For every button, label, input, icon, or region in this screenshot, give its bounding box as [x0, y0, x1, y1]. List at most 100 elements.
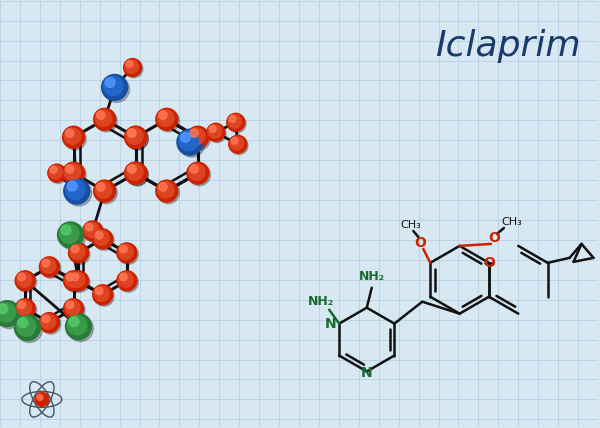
- Circle shape: [159, 111, 167, 119]
- Circle shape: [229, 135, 247, 153]
- Circle shape: [156, 180, 178, 202]
- Circle shape: [209, 125, 216, 132]
- Circle shape: [41, 314, 61, 334]
- Text: N: N: [325, 317, 336, 331]
- Circle shape: [125, 162, 146, 184]
- Circle shape: [48, 164, 66, 182]
- Circle shape: [64, 128, 81, 144]
- Circle shape: [65, 272, 80, 287]
- Circle shape: [35, 392, 49, 406]
- Circle shape: [128, 165, 136, 173]
- Circle shape: [64, 164, 86, 186]
- Circle shape: [228, 115, 246, 133]
- Circle shape: [119, 273, 127, 281]
- Circle shape: [65, 165, 74, 173]
- Circle shape: [66, 180, 85, 199]
- Circle shape: [61, 225, 71, 235]
- Circle shape: [188, 128, 211, 150]
- Circle shape: [119, 245, 127, 253]
- Circle shape: [95, 110, 112, 126]
- Text: NH₂: NH₂: [359, 270, 385, 283]
- Circle shape: [83, 221, 103, 241]
- Circle shape: [128, 129, 136, 137]
- Circle shape: [127, 164, 143, 180]
- Circle shape: [159, 183, 167, 191]
- Circle shape: [94, 180, 116, 202]
- Circle shape: [230, 137, 244, 150]
- Circle shape: [188, 164, 211, 186]
- Circle shape: [125, 162, 146, 184]
- Text: O: O: [415, 236, 426, 250]
- Circle shape: [0, 303, 16, 322]
- Circle shape: [157, 110, 179, 132]
- Circle shape: [118, 244, 138, 265]
- Circle shape: [227, 113, 245, 131]
- Circle shape: [94, 230, 114, 250]
- Circle shape: [41, 314, 56, 329]
- Circle shape: [179, 131, 205, 157]
- Circle shape: [68, 271, 88, 291]
- Circle shape: [16, 317, 36, 336]
- Circle shape: [127, 164, 143, 180]
- Circle shape: [64, 271, 83, 291]
- Circle shape: [65, 129, 74, 137]
- Circle shape: [16, 317, 43, 342]
- Circle shape: [0, 301, 20, 327]
- Circle shape: [15, 299, 35, 319]
- Circle shape: [181, 132, 190, 142]
- Circle shape: [179, 131, 199, 151]
- Circle shape: [66, 180, 92, 206]
- Circle shape: [62, 162, 85, 184]
- Circle shape: [95, 182, 112, 198]
- Circle shape: [118, 272, 133, 287]
- Circle shape: [49, 166, 62, 179]
- Circle shape: [18, 273, 25, 281]
- Circle shape: [37, 394, 43, 400]
- Circle shape: [70, 244, 90, 265]
- Circle shape: [41, 259, 56, 273]
- Circle shape: [127, 164, 148, 186]
- Circle shape: [208, 125, 226, 143]
- Circle shape: [127, 128, 148, 150]
- Circle shape: [127, 128, 143, 144]
- Circle shape: [67, 315, 87, 335]
- Circle shape: [228, 115, 242, 128]
- Circle shape: [187, 162, 209, 184]
- Circle shape: [104, 77, 123, 96]
- Circle shape: [58, 222, 83, 248]
- Circle shape: [70, 272, 85, 287]
- Circle shape: [59, 224, 85, 250]
- Circle shape: [229, 116, 236, 122]
- Text: Iclaprim: Iclaprim: [436, 29, 581, 62]
- Text: NH₂: NH₂: [308, 295, 334, 308]
- Circle shape: [64, 299, 83, 319]
- Circle shape: [18, 318, 28, 327]
- Circle shape: [17, 300, 37, 320]
- Circle shape: [17, 300, 32, 315]
- Circle shape: [94, 286, 109, 301]
- Circle shape: [117, 243, 137, 263]
- Circle shape: [0, 304, 8, 314]
- Text: CH₃: CH₃: [400, 220, 421, 230]
- Circle shape: [177, 129, 203, 155]
- Circle shape: [157, 110, 174, 126]
- Text: O: O: [488, 231, 500, 245]
- Circle shape: [118, 244, 133, 259]
- Circle shape: [125, 126, 146, 148]
- Circle shape: [231, 137, 238, 144]
- Circle shape: [84, 223, 104, 242]
- Circle shape: [40, 257, 59, 277]
- Circle shape: [50, 166, 57, 173]
- Circle shape: [187, 126, 209, 148]
- Circle shape: [14, 315, 40, 341]
- Circle shape: [42, 259, 50, 267]
- Circle shape: [65, 272, 85, 292]
- Circle shape: [66, 273, 74, 281]
- Circle shape: [94, 286, 114, 306]
- Circle shape: [67, 315, 94, 342]
- Circle shape: [70, 244, 85, 259]
- Circle shape: [190, 129, 198, 137]
- Circle shape: [127, 164, 148, 186]
- Circle shape: [117, 271, 137, 291]
- Circle shape: [230, 137, 248, 155]
